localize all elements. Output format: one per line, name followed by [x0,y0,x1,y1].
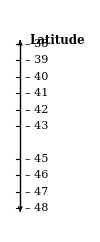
Text: – 43: – 43 [25,121,48,131]
Text: Latitude: Latitude [30,34,85,47]
Text: – 48: – 48 [25,203,48,213]
Text: – 38: – 38 [25,39,48,49]
Text: – 45: – 45 [25,154,48,164]
Text: – 41: – 41 [25,88,48,98]
Text: – 46: – 46 [25,170,48,180]
Text: – 47: – 47 [25,187,48,197]
Text: – 42: – 42 [25,105,48,114]
Text: – 40: – 40 [25,72,48,82]
Text: – 39: – 39 [25,55,48,65]
